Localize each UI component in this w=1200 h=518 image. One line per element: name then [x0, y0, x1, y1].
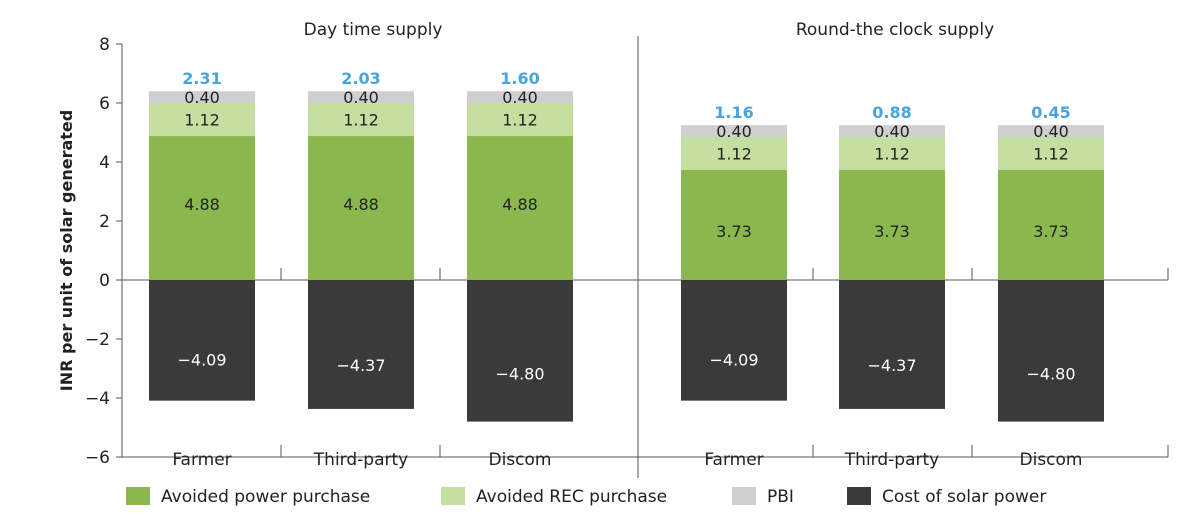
legend-swatch-pbi [732, 487, 756, 505]
data-label-pbi: 0.40 [716, 122, 752, 141]
bar-segment-pbi [149, 91, 255, 103]
data-label-cost-of-solar-power: −4.80 [495, 364, 544, 383]
bar-segment-avoided-rec-purchase [149, 103, 255, 137]
data-label-avoided-rec-purchase: 1.12 [716, 144, 752, 163]
net-total-label: 1.16 [714, 103, 753, 122]
data-label-avoided-rec-purchase: 1.12 [502, 111, 538, 130]
bar-segment-avoided-power-purchase [998, 169, 1104, 280]
data-label-pbi: 0.40 [1033, 122, 1069, 141]
bar-segment-avoided-rec-purchase [998, 136, 1104, 170]
bar-segment-avoided-power-purchase [308, 136, 414, 280]
data-label-avoided-power-purchase: 3.73 [716, 222, 752, 241]
legend-label-avoided-power-purchase: Avoided power purchase [161, 487, 370, 507]
net-total-label: 2.31 [182, 69, 221, 88]
bar-segment-avoided-rec-purchase [308, 103, 414, 137]
y-tick-label: 0 [99, 271, 110, 291]
data-label-pbi: 0.40 [874, 122, 910, 141]
bar-segment-avoided-rec-purchase [839, 136, 945, 170]
bar-segment-pbi [308, 91, 414, 103]
bar-segment-pbi [839, 125, 945, 137]
data-label-pbi: 0.40 [184, 88, 220, 107]
x-category-label: Farmer [172, 450, 231, 470]
legend-label-cost-of-solar-power: Cost of solar power [882, 487, 1046, 507]
data-label-cost-of-solar-power: −4.80 [1026, 364, 1075, 383]
data-label-avoided-power-purchase: 4.88 [502, 195, 538, 214]
bar-segment-avoided-power-purchase [149, 136, 255, 280]
data-label-cost-of-solar-power: −4.09 [177, 351, 226, 370]
legend-swatch-avoided-rec-purchase [441, 487, 465, 505]
data-labels: 4.88 1.12 0.40 −4.09 2.31 4.88 1.12 0.40 −4.37 2.… [177, 69, 1075, 383]
bar-segment-pbi [998, 125, 1104, 137]
data-label-avoided-power-purchase: 3.73 [874, 222, 910, 241]
bar-segment-cost-of-solar-power [998, 280, 1104, 422]
data-label-cost-of-solar-power: −4.37 [867, 356, 916, 375]
x-category-label: Farmer [704, 450, 763, 470]
net-total-label: 0.45 [1031, 103, 1070, 122]
y-tick-label: 6 [99, 94, 110, 114]
data-label-avoided-power-purchase: 4.88 [343, 195, 379, 214]
bar-segment-cost-of-solar-power [839, 280, 945, 409]
net-total-label: 1.60 [500, 69, 539, 88]
y-tick-label: −2 [85, 330, 110, 350]
y-tick-label: 8 [99, 35, 110, 55]
legend-label-avoided-rec-purchase: Avoided REC purchase [476, 487, 667, 507]
y-tick-label: −4 [85, 389, 110, 409]
bar-segment-avoided-power-purchase [467, 136, 573, 280]
data-label-cost-of-solar-power: −4.37 [336, 356, 385, 375]
data-label-avoided-rec-purchase: 1.12 [184, 111, 220, 130]
bar-segment-cost-of-solar-power [681, 280, 787, 401]
data-label-avoided-rec-purchase: 1.12 [343, 111, 379, 130]
data-label-avoided-rec-purchase: 1.12 [1033, 144, 1069, 163]
y-axis-title: INR per unit of solar generated [57, 110, 76, 391]
x-category-label: Discom [1020, 450, 1083, 470]
bar-segment-avoided-power-purchase [681, 169, 787, 280]
bar-segment-cost-of-solar-power [308, 280, 414, 409]
bar-segment-cost-of-solar-power [149, 280, 255, 401]
data-label-pbi: 0.40 [502, 88, 538, 107]
net-total-label: 2.03 [341, 69, 380, 88]
data-label-avoided-power-purchase: 3.73 [1033, 222, 1069, 241]
group-title: Round-the clock supply [796, 20, 994, 40]
data-label-cost-of-solar-power: −4.09 [709, 351, 758, 370]
legend-swatch-avoided-power-purchase [126, 487, 150, 505]
y-tick-label: −6 [85, 448, 110, 468]
group-title: Day time supply [304, 20, 443, 40]
bars [149, 91, 1104, 422]
x-category-label: Third-party [844, 450, 939, 470]
data-label-avoided-rec-purchase: 1.12 [874, 144, 910, 163]
net-total-label: 0.88 [872, 103, 911, 122]
legend-swatch-cost-of-solar-power [847, 487, 871, 505]
data-label-avoided-power-purchase: 4.88 [184, 195, 220, 214]
x-category-label: Discom [489, 450, 552, 470]
y-tick-label: 2 [99, 212, 110, 232]
axes: 8 6 4 2 0 −2 −4 −6 INR per unit of solar generat… [57, 20, 1169, 478]
legend: Avoided power purchase Avoided REC purcha… [126, 487, 1046, 507]
data-label-pbi: 0.40 [343, 88, 379, 107]
x-category-label: Third-party [313, 450, 408, 470]
y-tick-label: 4 [99, 153, 110, 173]
bar-segment-avoided-rec-purchase [681, 136, 787, 170]
bar-segment-pbi [467, 91, 573, 103]
bar-segment-avoided-rec-purchase [467, 103, 573, 137]
bar-segment-pbi [681, 125, 787, 137]
bar-segment-cost-of-solar-power [467, 280, 573, 422]
bar-segment-avoided-power-purchase [839, 169, 945, 280]
legend-label-pbi: PBI [767, 487, 794, 507]
